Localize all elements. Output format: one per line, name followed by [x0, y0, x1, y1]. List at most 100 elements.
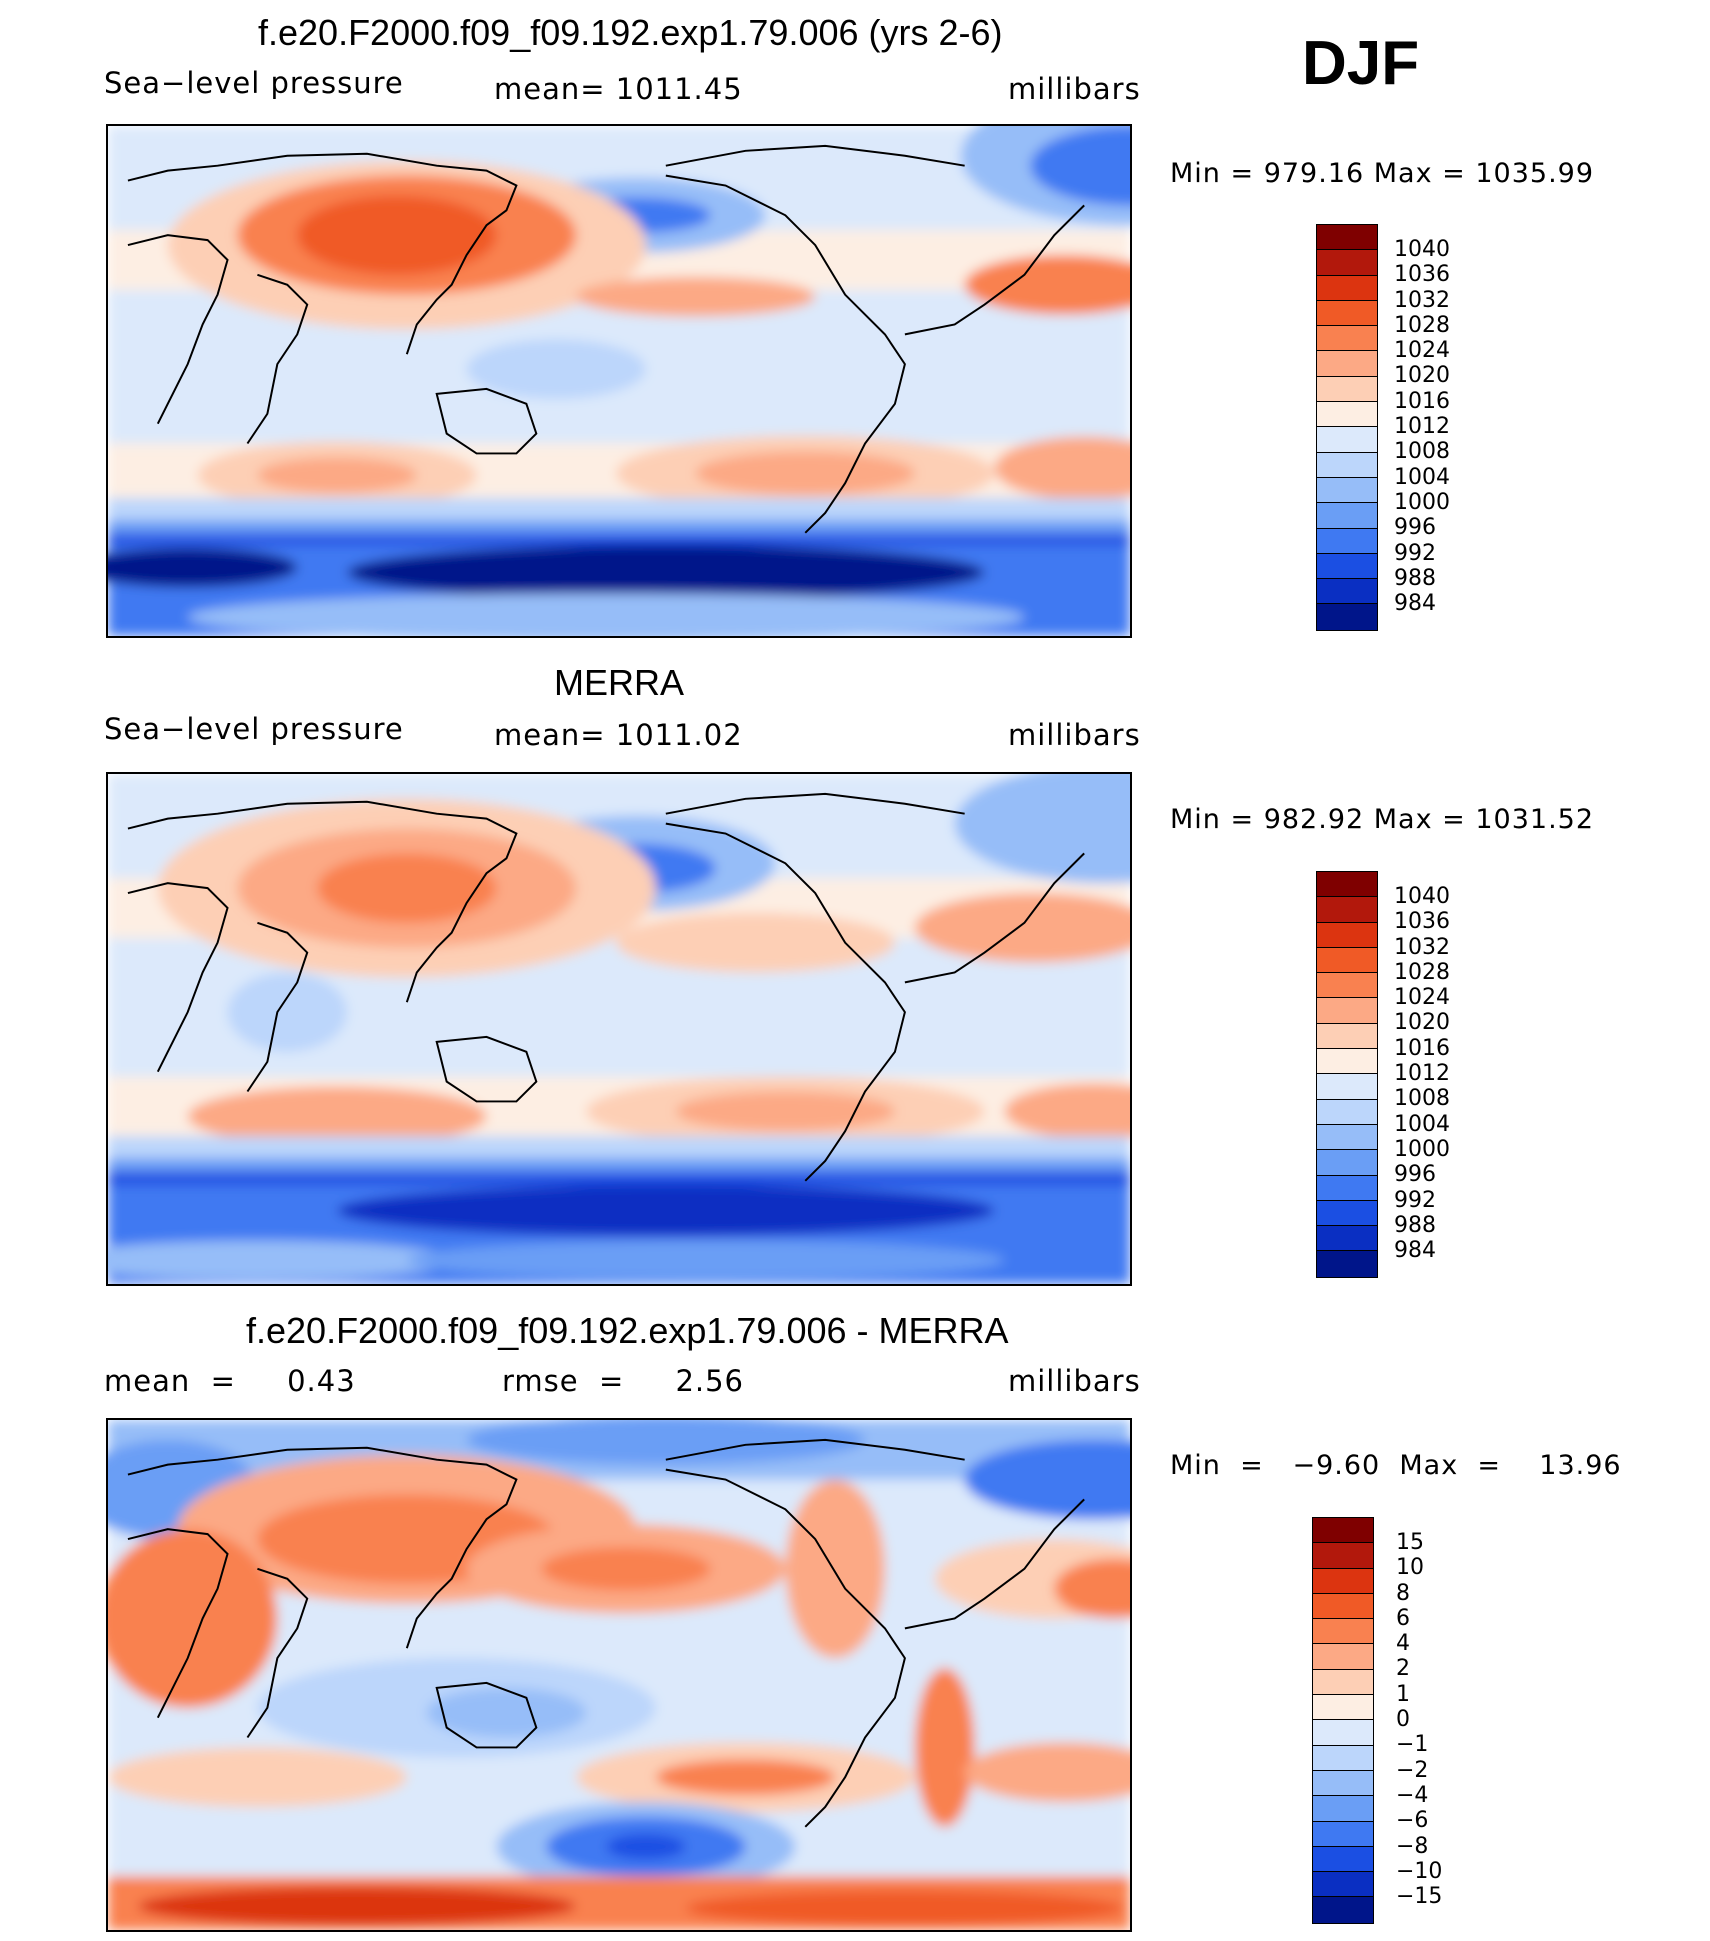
contour-region: [616, 912, 895, 973]
colorbar-label: 1000: [1394, 1136, 1450, 1162]
colorbar-label: 1012: [1394, 1061, 1450, 1087]
colorbar-label: −2: [1396, 1757, 1429, 1783]
contour-region: [108, 1747, 407, 1807]
panel2-units-label: millibars: [1008, 718, 1141, 752]
colorbar-swatch: [1317, 225, 1377, 251]
colorbar-label: −10: [1396, 1858, 1443, 1884]
panel2-title: MERRA: [554, 662, 685, 703]
colorbar-label: 1016: [1394, 388, 1450, 414]
colorbar-swatch: [1313, 1846, 1373, 1873]
colorbar-swatch: [1317, 553, 1377, 580]
colorbar-label: 1028: [1394, 959, 1450, 985]
colorbar-label: −8: [1396, 1833, 1429, 1859]
colorbar-label: 1012: [1394, 414, 1450, 440]
colorbar-swatch: [1317, 973, 1377, 999]
panel3-mean-label: mean = 0.43: [104, 1364, 356, 1398]
panel1-map: [106, 124, 1132, 638]
colorbar-label: 8: [1396, 1580, 1410, 1606]
contour-region: [576, 276, 816, 317]
contour-region: [108, 1136, 1130, 1158]
contour-field: [108, 1420, 1130, 1930]
colorbar-label: 1028: [1394, 312, 1450, 338]
colorbar-label: 1040: [1394, 237, 1450, 262]
contour-region: [347, 544, 985, 601]
colorbar-label: 988: [1394, 1212, 1436, 1238]
panel3-rmse-label: rmse = 2.56: [502, 1364, 745, 1398]
colorbar-swatch: [1313, 1720, 1373, 1746]
colorbar-label: 1036: [1394, 909, 1450, 935]
panel3-minmax: Min = −9.60 Max = 13.96: [1170, 1450, 1622, 1481]
panel2-minmax: Min = 982.92 Max = 1031.52: [1170, 804, 1595, 835]
colorbar-swatch: [1313, 1745, 1373, 1771]
colorbar-label: 996: [1394, 1162, 1436, 1188]
colorbar-swatch: [1317, 300, 1377, 327]
contour-field: [108, 126, 1130, 636]
contour-region: [108, 547, 298, 588]
panel1-mean-label: mean= 1011.45: [494, 72, 743, 106]
colorbar-swatch: [1317, 604, 1377, 630]
colorbar-label: 984: [1394, 1238, 1436, 1264]
coastline: [127, 1438, 1085, 1828]
colorbar-swatch: [1317, 528, 1377, 554]
contour-region: [187, 593, 1025, 636]
contour-region: [695, 451, 915, 496]
colorbar-swatch: [1317, 1226, 1377, 1252]
colorbar-label: 992: [1394, 1187, 1436, 1213]
panel3-units-label: millibars: [1008, 1364, 1141, 1398]
coastline: [127, 792, 1085, 1182]
contour-region: [137, 1886, 577, 1927]
colorbar-swatch: [1317, 897, 1377, 923]
contour-region: [108, 533, 1130, 546]
contour-region: [257, 457, 417, 494]
contour-region: [108, 1157, 1130, 1172]
colorbar-label: 1032: [1394, 934, 1450, 960]
colorbar-label: 992: [1394, 540, 1436, 566]
colorbar-swatch: [1313, 1770, 1373, 1797]
colorbar-swatch: [1313, 1518, 1373, 1544]
colorbar-swatch: [1317, 275, 1377, 301]
contour-region: [914, 1668, 975, 1827]
colorbar-label: 1020: [1394, 363, 1450, 389]
contour-region: [1004, 1083, 1130, 1140]
colorbar-swatch: [1313, 1796, 1373, 1822]
contour-region: [655, 1759, 836, 1796]
colorbar-label: 1020: [1394, 1010, 1450, 1036]
panel1-colorbar: [1316, 224, 1378, 631]
contour-region: [227, 972, 348, 1052]
colorbar-label: 1000: [1394, 489, 1450, 515]
colorbar-swatch: [1317, 579, 1377, 605]
contour-region: [1030, 126, 1130, 206]
colorbar-label: 988: [1394, 565, 1436, 591]
colorbar-swatch: [1313, 1669, 1373, 1696]
contour-region: [954, 774, 1130, 884]
colorbar-swatch: [1317, 1200, 1377, 1227]
colorbar-label: 4: [1396, 1631, 1410, 1657]
panel1-units-label: millibars: [1008, 72, 1141, 106]
panel2-map: [106, 772, 1132, 1286]
contour-region: [466, 339, 646, 399]
colorbar-swatch: [1317, 1124, 1377, 1151]
colorbar-swatch: [1313, 1543, 1373, 1569]
contour-region: [964, 1439, 1130, 1520]
contour-region: [317, 853, 497, 923]
season-label: DJF: [1302, 29, 1420, 98]
colorbar-label: 996: [1394, 515, 1436, 541]
panel1-minmax: Min = 979.16 Max = 1035.99: [1170, 158, 1595, 189]
contour-region: [541, 1547, 711, 1591]
panel2-colorbar: [1316, 871, 1378, 1278]
contour-region: [964, 1742, 1130, 1802]
contour-region: [108, 1529, 278, 1708]
colorbar-swatch: [1317, 1099, 1377, 1125]
colorbar-label: 6: [1396, 1605, 1410, 1631]
colorbar-label: 0: [1396, 1707, 1410, 1733]
colorbar-swatch: [1317, 452, 1377, 478]
contour-region: [108, 498, 1130, 520]
colorbar-label: 1004: [1394, 464, 1450, 490]
colorbar-swatch: [1317, 376, 1377, 403]
contour-region: [994, 436, 1130, 501]
colorbar-swatch: [1317, 503, 1377, 529]
colorbar-swatch: [1317, 998, 1377, 1024]
contour-region: [675, 1091, 895, 1132]
contour-region: [108, 519, 1130, 534]
contour-region: [964, 254, 1130, 315]
